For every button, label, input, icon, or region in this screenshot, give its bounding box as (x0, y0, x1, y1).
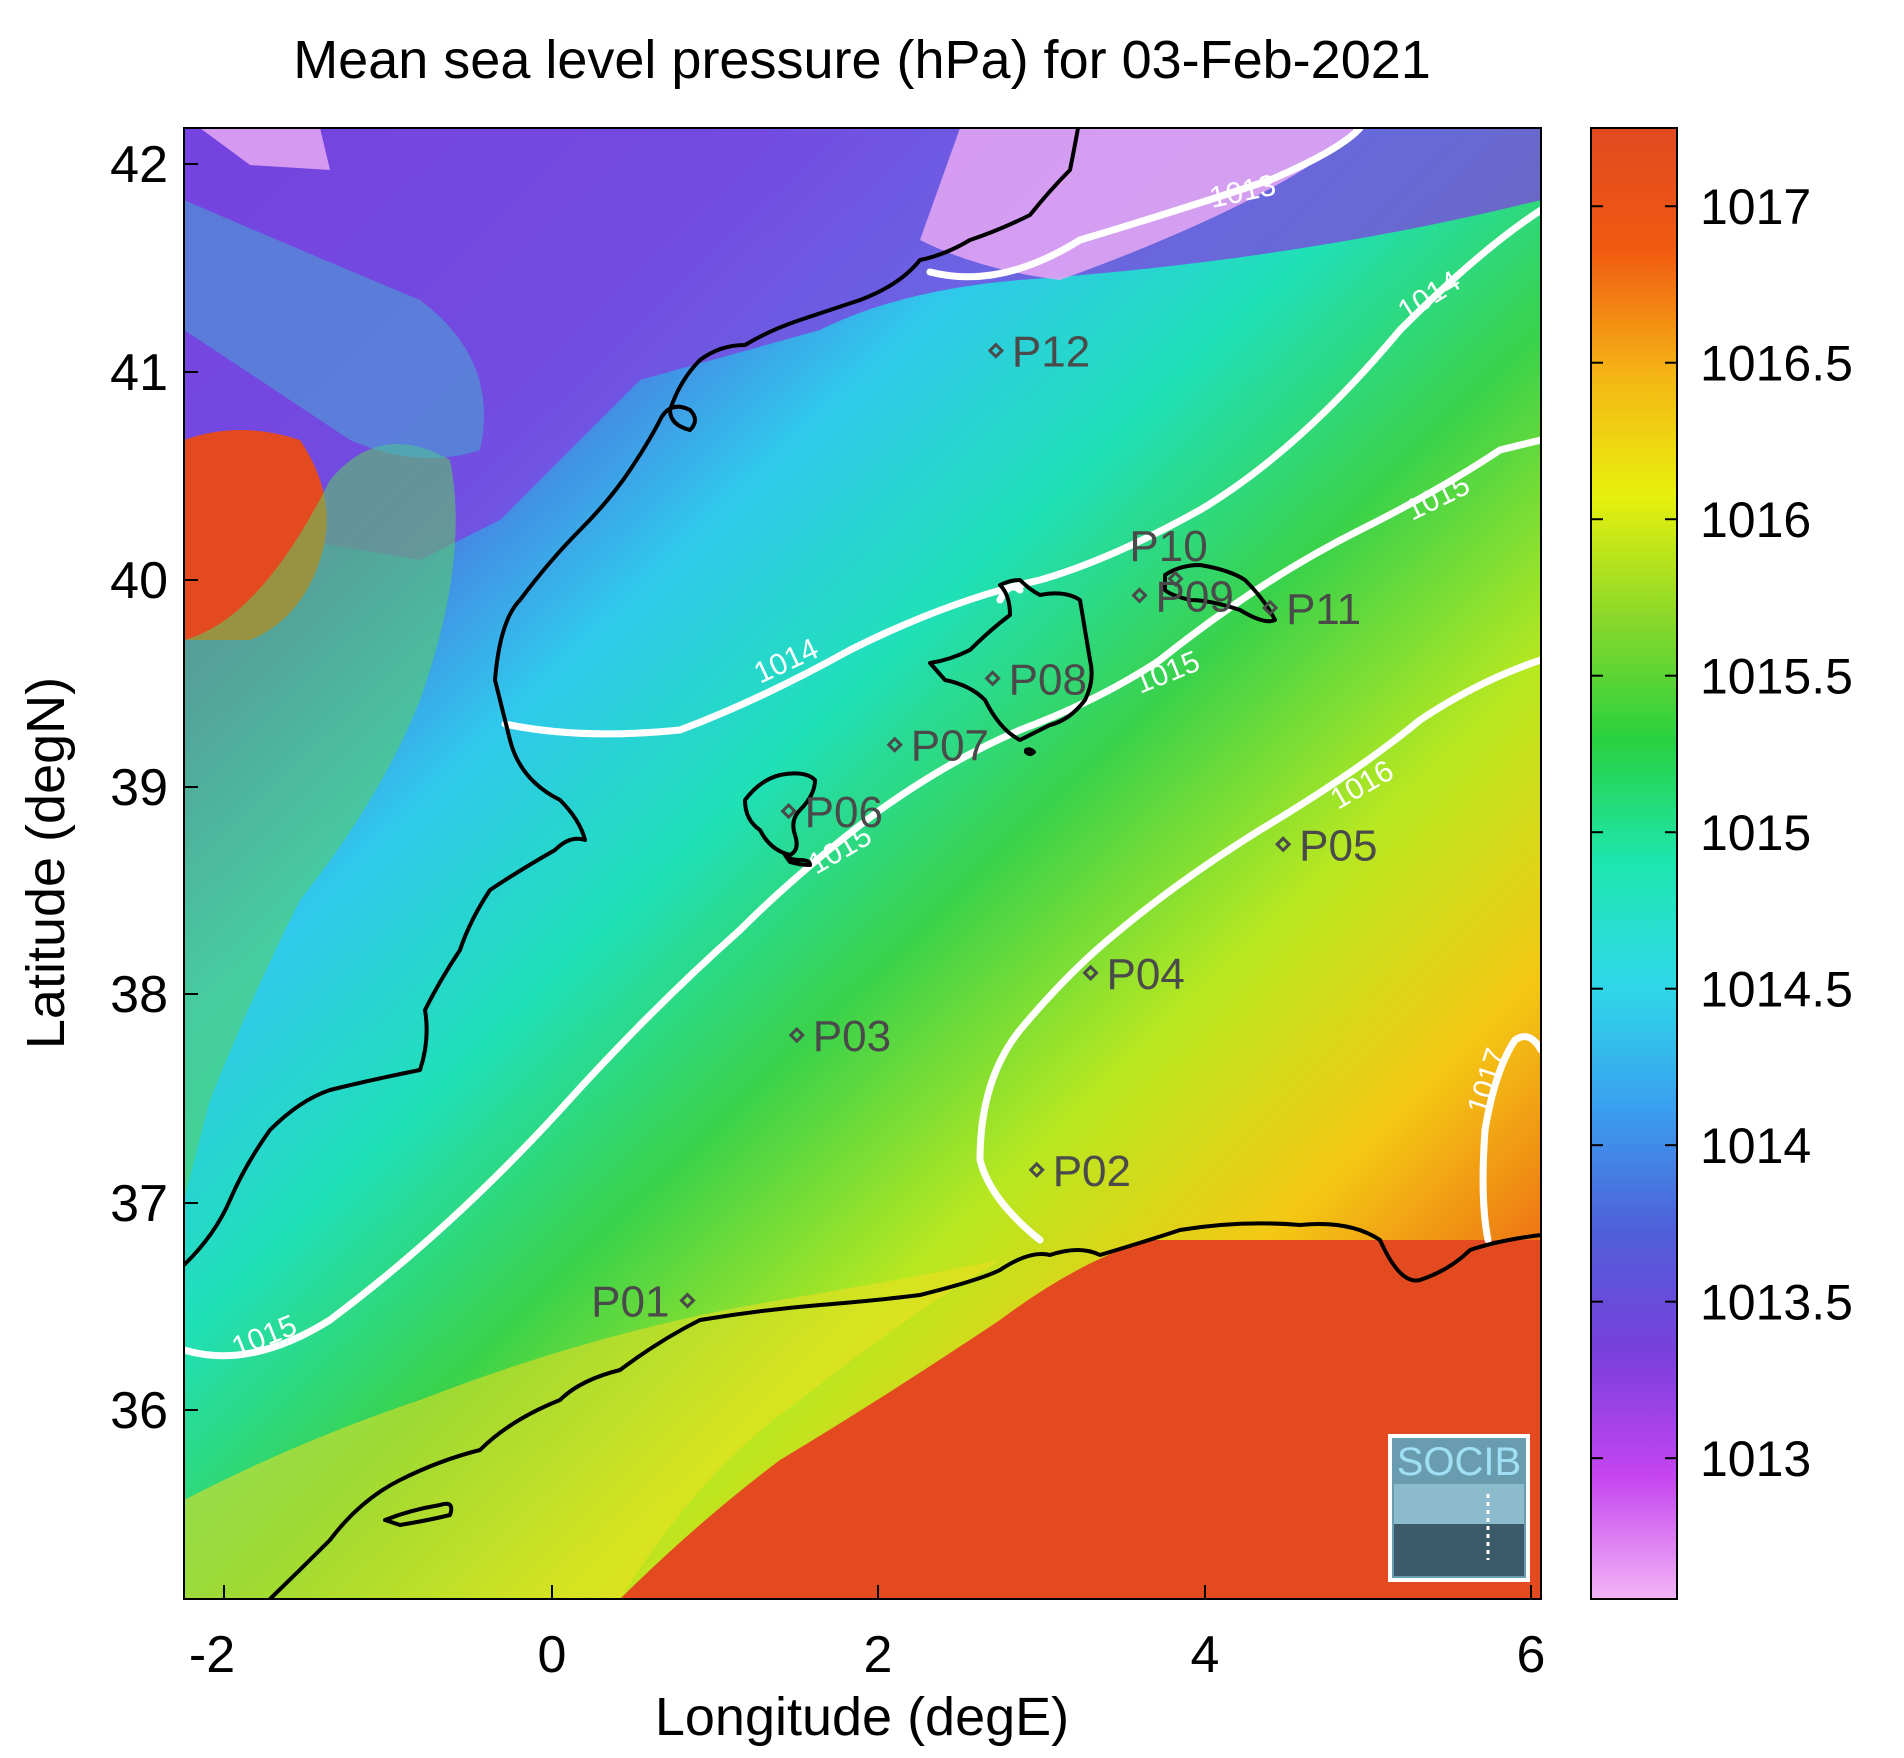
station-marker: P04 (1082, 950, 1185, 999)
station-diamond-icon (1275, 836, 1292, 853)
coastline-iberia (184, 128, 1080, 1267)
low-pressure-region (184, 128, 1541, 560)
contour-1017 (1479, 1033, 1541, 1244)
x-axis: -2 0 2 4 6 Longitude (degE) (189, 1585, 1546, 1747)
colorbar-tick-label: 1014 (1700, 1118, 1811, 1174)
colorbar-tick-label: 1015.5 (1700, 649, 1853, 705)
colorbar-tick-label: 1015 (1700, 805, 1811, 861)
station-label: P09 (1156, 572, 1234, 621)
station-diamond-icon (1131, 587, 1148, 604)
station-label: P05 (1299, 821, 1377, 870)
contour-lines (184, 128, 1541, 1360)
logo-text: SOCIB (1397, 1440, 1521, 1484)
station-diamond-icon (1082, 964, 1099, 981)
station-diamond-icon (1261, 599, 1279, 616)
logo-water-light (1394, 1484, 1524, 1524)
station-label: P12 (1012, 328, 1090, 377)
land-texture-africa (184, 1260, 1000, 1599)
y-axis-label: Latitude (degN) (16, 677, 76, 1049)
x-tick-label: -2 (189, 1626, 235, 1684)
coastlines (184, 128, 1541, 1599)
contour-1015-small (996, 583, 1024, 604)
station-diamond-icon (987, 342, 1005, 359)
lowest-pressure-region (920, 128, 1360, 280)
x-tick-label: 2 (864, 1626, 893, 1684)
station-diamond-icon (1028, 1161, 1045, 1179)
station-diamond-icon (788, 1026, 805, 1044)
station-diamond-icon (984, 670, 1001, 687)
colorbar-tick-label: 1014.5 (1700, 962, 1853, 1018)
x-tick-label: 4 (1191, 1626, 1220, 1684)
station-marker: P03 (788, 1012, 891, 1061)
colorbar: 1017 1016.5 1016 1015.5 1015 1014.5 1014 1013.5… (1590, 127, 1853, 1600)
station-label: P02 (1053, 1147, 1131, 1196)
station-marker: P11 (1261, 585, 1361, 634)
station-diamond-icon (886, 736, 903, 753)
station-label: P10 (1129, 522, 1207, 571)
plot-area: 1013 1014 1014 1015 1015 1015 1015 1016 … (184, 128, 1541, 1599)
station-marker: P02 (1028, 1147, 1131, 1196)
land-texture-iberia (184, 444, 456, 1200)
colorbar-bar (1590, 127, 1678, 1600)
station-label: P08 (1009, 655, 1087, 704)
socib-logo: SOCIB (1388, 1434, 1530, 1582)
colorbar-tick-label: 1016 (1700, 492, 1811, 548)
coastline-alboran (383, 1501, 454, 1527)
y-tick-label: 41 (110, 344, 168, 402)
contour-1015-main (184, 436, 1541, 1360)
colorbar-tick-label: 1017 (1700, 179, 1811, 235)
x-tick-label: 0 (538, 1626, 567, 1684)
station-label: P11 (1286, 585, 1361, 634)
station-marker: P12 (987, 328, 1090, 377)
station-marker: P01 (591, 1278, 696, 1327)
station-marker: P09 (1131, 572, 1234, 621)
plot-frame (183, 127, 1542, 1600)
coastline-cabrera (1024, 747, 1036, 756)
station-marker: P07 (886, 722, 989, 771)
chart-title: Mean sea level pressure (hPa) for 03-Feb… (293, 30, 1431, 90)
station-diamond-icon (679, 1292, 696, 1309)
station-marker: P06 (780, 788, 883, 837)
colorbar-tick-label: 1016.5 (1700, 336, 1853, 392)
coastline-mallorca (928, 578, 1094, 742)
x-tick-label: 6 (1517, 1626, 1546, 1684)
station-label: P07 (911, 722, 989, 771)
y-tick-label: 37 (110, 1175, 168, 1233)
contour-1014 (501, 206, 1541, 738)
y-tick-label: 38 (110, 966, 168, 1024)
station-label: P03 (813, 1012, 891, 1061)
station-marker: P08 (984, 655, 1087, 704)
y-tick-label: 36 (110, 1382, 168, 1440)
colorbar-tick-label: 1013.5 (1700, 1275, 1853, 1331)
contour-1013 (926, 128, 1364, 281)
land-texture-iberia-north (184, 200, 484, 458)
coastline-ibiza (743, 771, 817, 857)
y-axis: 42 41 40 39 38 37 36 Latitude (degN) (16, 136, 198, 1440)
colorbar-ticks: 1017 1016.5 1016 1015.5 1015 1014.5 1014 1013.5… (1591, 179, 1853, 1487)
station-marker: P10 (1129, 522, 1208, 587)
station-label: P06 (805, 788, 883, 837)
coastline-formentera (783, 853, 812, 867)
contour-1016 (976, 656, 1541, 1244)
station-label: P01 (591, 1278, 669, 1327)
high-pressure-africa (620, 1240, 1541, 1599)
y-tick-label: 42 (110, 136, 168, 194)
station-diamond-icon (1167, 570, 1184, 587)
coastline-africa (268, 1221, 1541, 1599)
station-label: P04 (1107, 950, 1185, 999)
lowest-pressure-region-west (200, 128, 330, 170)
coastline-menorca (1163, 563, 1277, 624)
station-diamond-icon (780, 802, 797, 820)
station-marker: P05 (1275, 821, 1377, 870)
colorbar-tick-label: 1013 (1700, 1431, 1811, 1487)
x-axis-label: Longitude (degE) (655, 1687, 1069, 1747)
y-tick-label: 39 (110, 759, 168, 817)
y-tick-label: 40 (110, 552, 168, 610)
